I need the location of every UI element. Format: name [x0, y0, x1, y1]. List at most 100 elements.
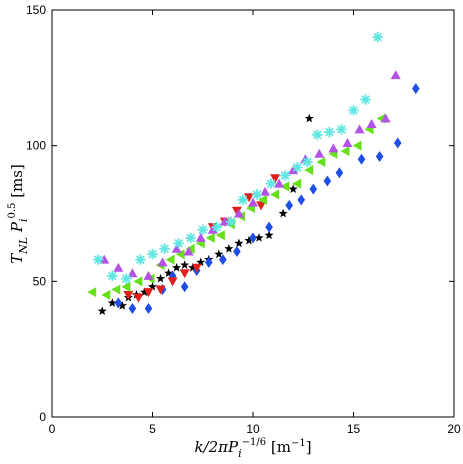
asterisk-marker [360, 94, 371, 105]
star-marker [234, 238, 244, 248]
y-tick-label: 150 [26, 3, 46, 17]
triangle-up-marker [171, 243, 182, 253]
diamond-marker [357, 153, 366, 165]
axis-ticks [51, 9, 455, 418]
diamond-marker [180, 281, 189, 293]
star-marker [155, 273, 166, 283]
triangle-left-marker [316, 156, 326, 167]
asterisk-marker [147, 248, 158, 260]
triangle-left-marker [205, 232, 215, 243]
star-marker [172, 262, 182, 272]
triangle-up-marker [366, 118, 377, 128]
triangle-left-marker [121, 281, 131, 292]
triangle-up-marker [380, 113, 391, 123]
triangle-left-marker [304, 165, 314, 176]
y-tick-label: 0 [39, 410, 46, 424]
triangle-up-marker [248, 197, 258, 207]
star-marker [180, 260, 190, 269]
triangle-up-marker [157, 257, 168, 267]
star-marker [107, 298, 117, 307]
triangle-up-marker [342, 137, 353, 147]
asterisk-marker [106, 270, 118, 282]
x-tick-label: 0 [49, 422, 56, 436]
data-markers [87, 31, 420, 316]
diamond-marker [335, 167, 344, 179]
star-marker [196, 257, 206, 267]
diamond-marker [144, 302, 153, 314]
asterisk-marker [197, 224, 209, 236]
triangle-left-marker [101, 289, 111, 300]
diamond-marker [114, 297, 123, 309]
triangle-up-marker [219, 216, 230, 226]
triangle-up-marker [390, 70, 401, 80]
star-marker [264, 230, 274, 240]
triangle-up-marker [328, 143, 339, 153]
x-tick-label: 20 [447, 422, 461, 436]
star-marker [244, 235, 254, 245]
asterisk-marker [265, 178, 277, 190]
diamond-marker [128, 302, 137, 314]
asterisk-marker [211, 221, 223, 233]
triangle-left-marker [352, 140, 362, 151]
triangle-down-marker [231, 206, 242, 216]
asterisk-marker [185, 232, 197, 244]
diamond-marker [323, 175, 332, 187]
diamond-marker [297, 194, 306, 206]
triangle-left-marker [133, 276, 143, 287]
star-marker [147, 281, 158, 291]
star-marker [139, 287, 150, 297]
triangle-up-marker [183, 246, 194, 256]
triangle-down-marker [123, 290, 134, 300]
triangle-down-marker [243, 193, 254, 203]
asterisk-marker [372, 31, 384, 43]
triangle-up-marker [314, 148, 325, 158]
plot-frame [51, 9, 455, 418]
triangle-down-marker [179, 269, 190, 279]
triangle-up-marker [99, 254, 110, 264]
star-marker [288, 184, 298, 193]
star-marker [224, 243, 234, 253]
triangle-up-marker [233, 208, 244, 218]
x-axis-label: k/2πPi−1/6 [m−1] [194, 437, 311, 460]
star-marker [117, 300, 127, 310]
diamond-marker [412, 83, 420, 95]
asterisk-marker [159, 243, 170, 255]
x-tick-label: 5 [149, 422, 156, 436]
triangle-left-marker [175, 249, 185, 260]
triangle-left-marker [87, 287, 97, 298]
diamond-marker [393, 137, 402, 149]
star-marker [214, 249, 224, 259]
diamond-marker [219, 254, 227, 266]
diamond-marker [249, 232, 257, 244]
asterisk-marker [301, 156, 313, 168]
diamond-marker [375, 151, 384, 163]
triangle-down-marker [191, 263, 202, 273]
asterisk-marker [279, 170, 291, 181]
triangle-up-marker [354, 124, 365, 134]
x-tick-label: 10 [246, 422, 260, 436]
triangle-left-marker [280, 181, 290, 192]
triangle-up-marker [143, 270, 154, 280]
triangle-down-marker [133, 293, 144, 303]
asterisk-marker [323, 126, 335, 138]
triangle-left-marker [215, 230, 225, 241]
asterisk-marker [237, 194, 249, 206]
triangle-left-marker [111, 284, 121, 295]
triangle-down-marker [167, 277, 178, 287]
asterisk-marker [120, 273, 132, 285]
triangle-up-marker [274, 178, 285, 188]
triangle-up-marker [288, 165, 299, 175]
asterisk-marker [336, 123, 347, 135]
triangle-down-marker [270, 174, 281, 184]
triangle-up-marker [195, 232, 206, 242]
y-tick-label: 100 [26, 139, 46, 153]
triangle-left-marker [340, 146, 350, 157]
star-marker [278, 208, 288, 218]
triangle-down-marker [155, 285, 166, 295]
asterisk-marker [135, 254, 146, 266]
asterisk-marker [173, 237, 185, 249]
diamond-marker [285, 199, 293, 211]
star-marker [164, 268, 174, 278]
triangle-left-marker [270, 189, 280, 200]
